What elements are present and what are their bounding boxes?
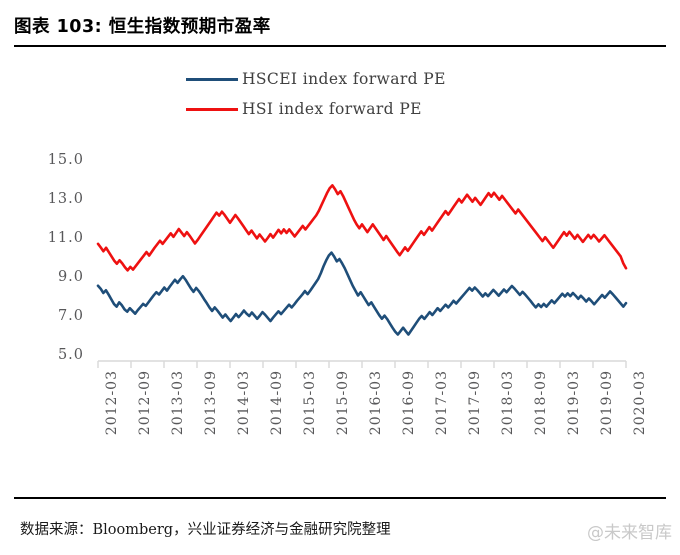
x-tick-label: 2012-09 (137, 370, 153, 436)
y-axis: 15.0 13.0 11.0 9.0 7.0 5.0 (22, 140, 84, 365)
x-axis-line-group (97, 360, 627, 368)
legend-item-hscei: HSCEI index forward PE (186, 68, 446, 90)
x-tick-label: 2012-03 (104, 370, 120, 436)
y-tick-label: 9.0 (57, 269, 84, 285)
y-tick-label: 13.0 (47, 191, 84, 207)
footer-divider (14, 497, 666, 499)
x-tick-label: 2019-03 (566, 370, 582, 436)
series-line-hsi (96, 184, 628, 272)
legend-label-hsi: HSI index forward PE (242, 100, 422, 118)
x-tick-label: 2018-03 (500, 370, 516, 436)
x-tick-label: 2015-09 (335, 370, 351, 436)
x-axis: 2012-03 2012-09 2013-03 2013-09 2014-03 2014-… (0, 366, 680, 476)
y-tick-label: 7.0 (57, 308, 84, 324)
x-tick-label: 2019-09 (599, 370, 615, 436)
source-note: 数据来源：Bloomberg，兴业证券经济与金融研究院整理 (20, 522, 391, 538)
x-tick-label: 2018-09 (533, 370, 549, 436)
watermark: @未来智库 (587, 523, 672, 543)
x-tick-label: 2017-03 (434, 370, 450, 436)
y-tick-label: 15.0 (47, 152, 84, 168)
legend-swatch-hsi (186, 107, 238, 111)
x-tick-label: 2013-09 (203, 370, 219, 436)
figure-title-block: 图表 103: 恒生指数预期市盈率 (14, 14, 666, 48)
chart-legend: HSCEI index forward PE HSI index forward… (0, 64, 680, 126)
x-tick-label: 2016-09 (401, 370, 417, 436)
x-tick-label: 2014-09 (269, 370, 285, 436)
x-tick-label: 2016-03 (368, 370, 384, 436)
x-tick-label: 2014-03 (236, 370, 252, 436)
x-tick-label: 2013-03 (170, 370, 186, 436)
title-divider (14, 45, 666, 47)
x-tick-label: 2020-03 (632, 370, 648, 436)
y-tick-label: 11.0 (47, 230, 84, 246)
x-tick-label: 2015-03 (302, 370, 318, 436)
legend-swatch-hscei (186, 77, 238, 81)
page-title: 图表 103: 恒生指数预期市盈率 (14, 17, 271, 37)
chart-plot-area (0, 140, 680, 380)
legend-item-hsi: HSI index forward PE (186, 98, 422, 120)
y-tick-label: 5.0 (57, 347, 84, 363)
series-line-hscei (96, 251, 628, 336)
line-chart (96, 184, 628, 368)
x-tick-label: 2017-09 (467, 370, 483, 436)
legend-label-hscei: HSCEI index forward PE (242, 70, 446, 88)
